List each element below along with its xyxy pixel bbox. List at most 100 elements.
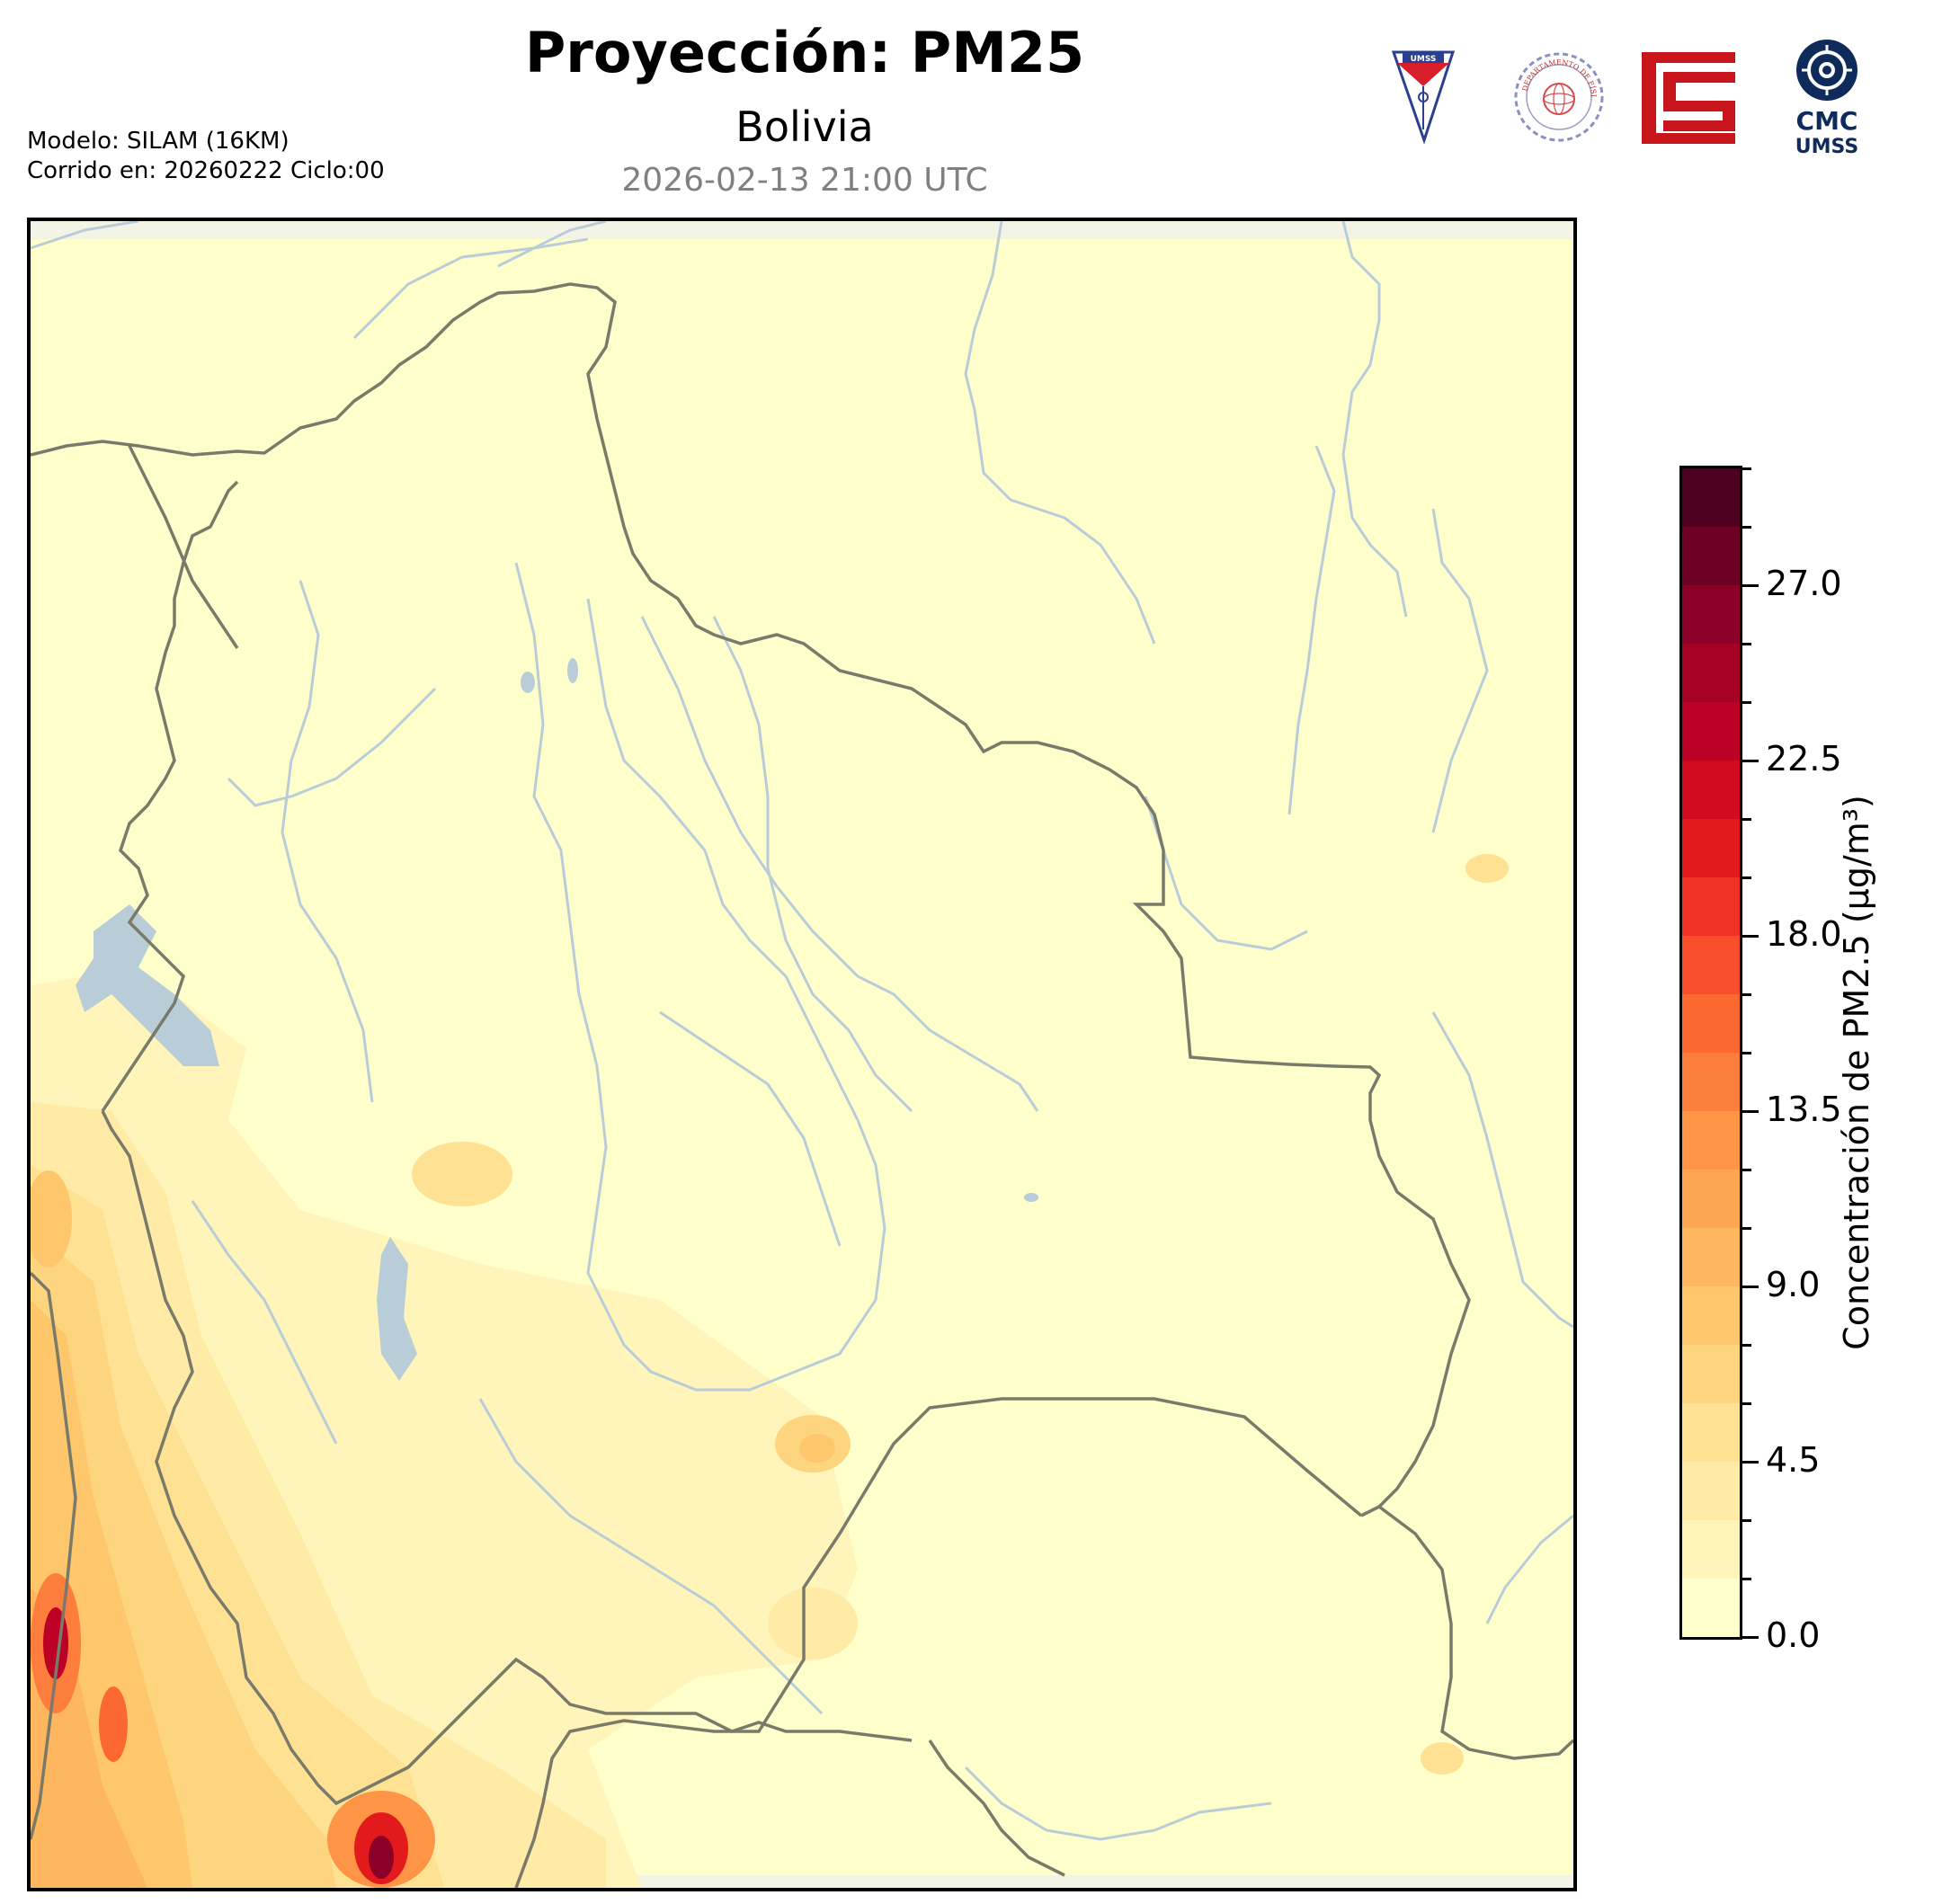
colorbar-band xyxy=(1682,876,1740,936)
colorbar-label: Concentración de PM2.5 (µg/m³) xyxy=(1837,795,1876,1350)
colorbar-major-tick xyxy=(1742,1636,1759,1639)
border-paraguay-argentina xyxy=(928,1739,1065,1877)
colorbar-band xyxy=(1682,1227,1740,1286)
colorbar-minor-tick xyxy=(1742,1052,1751,1054)
colorbar-major-tick xyxy=(1742,1286,1759,1288)
border-brazil-east xyxy=(1377,1505,1573,1760)
river-17 xyxy=(964,1766,1272,1841)
run-info: Corrido en: 20260222 Ciclo:00 xyxy=(27,157,385,184)
colorbar-major-tick xyxy=(1742,760,1759,762)
colorbar-minor-tick xyxy=(1742,643,1751,645)
colorbar-band xyxy=(1682,1052,1740,1111)
colorbar-band xyxy=(1682,526,1740,585)
map-panel xyxy=(27,218,1577,1891)
field-central-spot-core xyxy=(799,1434,835,1463)
border-bolivia-north-and-east xyxy=(31,282,1471,1517)
river-10 xyxy=(227,687,437,807)
colorbar-band xyxy=(1682,701,1740,761)
border-bolivia-paraguay xyxy=(514,1397,1363,1888)
colorbar-tick-label: 18.0 xyxy=(1766,914,1842,954)
colorbar-band xyxy=(1682,1344,1740,1403)
river-6 xyxy=(1287,445,1336,815)
lakes xyxy=(76,658,1038,1381)
umss-shield-text: UMSS xyxy=(1411,55,1437,64)
river-19 xyxy=(191,1200,338,1445)
colorbar-tick-label: 4.5 xyxy=(1766,1440,1821,1480)
rivers xyxy=(31,221,1573,1841)
river-5 xyxy=(1341,221,1408,618)
river-18 xyxy=(478,1398,824,1715)
field-southeast-spot xyxy=(1421,1742,1464,1775)
river-2 xyxy=(352,237,589,340)
model-info: Modelo: SILAM (16KM) xyxy=(27,128,290,155)
field-hotspot-inland xyxy=(99,1686,128,1762)
colorbar-tick-label: 0.0 xyxy=(1766,1615,1821,1655)
river-9 xyxy=(281,580,374,1103)
field-central-west xyxy=(412,1142,512,1206)
river-7 xyxy=(1431,508,1489,833)
river-8 xyxy=(514,562,886,1392)
border-chile-west xyxy=(31,1271,77,1840)
page-title: Proyección: PM25 xyxy=(524,20,1085,85)
colorbar-tick-label: 13.5 xyxy=(1766,1090,1842,1129)
colorbar-band xyxy=(1682,1110,1740,1170)
river-16 xyxy=(1485,1514,1573,1624)
colorbar-gradient xyxy=(1682,467,1740,1637)
colorbar-band xyxy=(1682,643,1740,702)
pm25-concentration-field xyxy=(31,854,1509,1888)
field-hotspot-south-core xyxy=(369,1836,394,1879)
river-4 xyxy=(964,221,1156,645)
colorbar-major-tick xyxy=(1742,1461,1759,1464)
colorbar-major-tick xyxy=(1742,584,1759,587)
lake-north-1 xyxy=(521,672,535,693)
river-1 xyxy=(31,221,139,250)
colorbar-band xyxy=(1682,584,1740,644)
lake-east-small xyxy=(1024,1193,1038,1202)
map-edge-top xyxy=(31,221,1573,239)
colorbar-band xyxy=(1682,818,1740,877)
colorbar-minor-tick xyxy=(1742,1402,1751,1405)
umss-shield-logo: UMSS xyxy=(1391,50,1456,145)
lake-titicaca xyxy=(76,904,219,1066)
colorbar-major-tick xyxy=(1742,1110,1759,1113)
river-13 xyxy=(659,1010,842,1247)
colorbar-minor-tick xyxy=(1742,701,1751,704)
cmc-text: CMC xyxy=(1796,106,1858,136)
colorbar-band xyxy=(1682,1461,1740,1520)
valid-time: 2026-02-13 21:00 UTC xyxy=(621,162,988,199)
colorbar-minor-tick xyxy=(1742,1519,1751,1522)
cmc-umss-text: UMSS xyxy=(1795,136,1858,158)
river-3 xyxy=(497,221,607,268)
colorbar-tick-label: 27.0 xyxy=(1766,564,1842,603)
river-15 xyxy=(1431,1011,1573,1329)
lake-poopo xyxy=(377,1237,417,1381)
border-bolivia-chile-peru xyxy=(101,480,239,1112)
colorbar-tick-label: 22.5 xyxy=(1766,739,1842,779)
colorbar-minor-tick xyxy=(1742,1344,1751,1347)
fisica-seal-logo: DEPARTAMENTO DE FÍSICA xyxy=(1507,40,1608,147)
colorbar-band xyxy=(1682,467,1740,527)
colorbar-band xyxy=(1682,1578,1740,1637)
border-peru-brazil-north xyxy=(128,445,239,649)
colorbar-minor-tick xyxy=(1742,876,1751,879)
colorbar-minor-tick xyxy=(1742,526,1751,529)
colorbar-minor-tick xyxy=(1742,467,1751,470)
colorbar-band xyxy=(1682,1519,1740,1579)
colorbar-band xyxy=(1682,935,1740,994)
river-12 xyxy=(712,616,913,1113)
river-11 xyxy=(640,616,1039,1112)
colorbar-minor-tick xyxy=(1742,818,1751,821)
colorbar-band xyxy=(1682,1286,1740,1345)
colorbar-tick-label: 9.0 xyxy=(1766,1265,1821,1304)
colorbar-band xyxy=(1682,760,1740,819)
country-borders xyxy=(31,282,1573,1888)
field-east-spot xyxy=(1465,854,1509,883)
colorbar-minor-tick xyxy=(1742,993,1751,996)
field-south-central xyxy=(768,1588,858,1659)
colorbar-minor-tick xyxy=(1742,1169,1751,1171)
lake-north-2 xyxy=(567,658,578,683)
colorbar-minor-tick xyxy=(1742,1578,1751,1580)
region-subtitle: Bolivia xyxy=(735,102,874,151)
colorbar-minor-tick xyxy=(1742,1227,1751,1230)
institution-red-logo xyxy=(1642,52,1735,144)
